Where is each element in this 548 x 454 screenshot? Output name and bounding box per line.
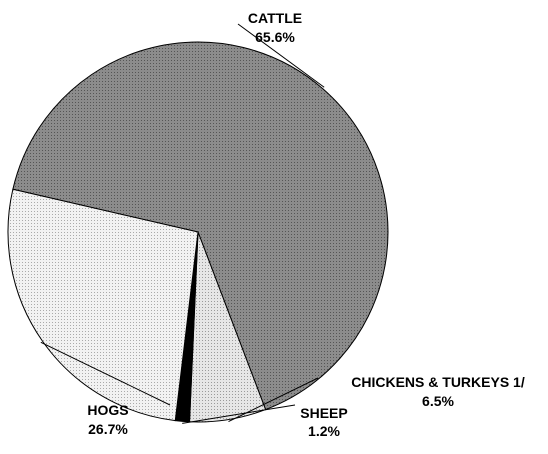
label-hogs-value: 26.7% [88, 421, 128, 437]
leader-cattle [237, 23, 325, 88]
slice-hogs [7, 188, 199, 422]
label-hogs-name: HOGS [87, 402, 128, 418]
label-cattle-name: CATTLE [248, 10, 302, 26]
leader-chickens-turkeys [228, 377, 319, 423]
label-chickens-value: 6.5% [422, 393, 454, 409]
label-chickens-name: CHICKENS & TURKEYS 1/ [351, 374, 525, 390]
label-cattle-value: 65.6% [255, 29, 295, 45]
slice-cattle [12, 41, 389, 411]
pie-slices [7, 41, 389, 423]
leader-lines [40, 23, 325, 424]
leader-sheep [182, 404, 296, 424]
label-sheep-value: 1.2% [308, 423, 340, 439]
leader-hogs [40, 341, 171, 406]
slice-labels: CATTLE 65.6% CHICKENS & TURKEYS 1/ 6.5% … [87, 10, 524, 439]
label-sheep-name: SHEEP [300, 405, 347, 421]
